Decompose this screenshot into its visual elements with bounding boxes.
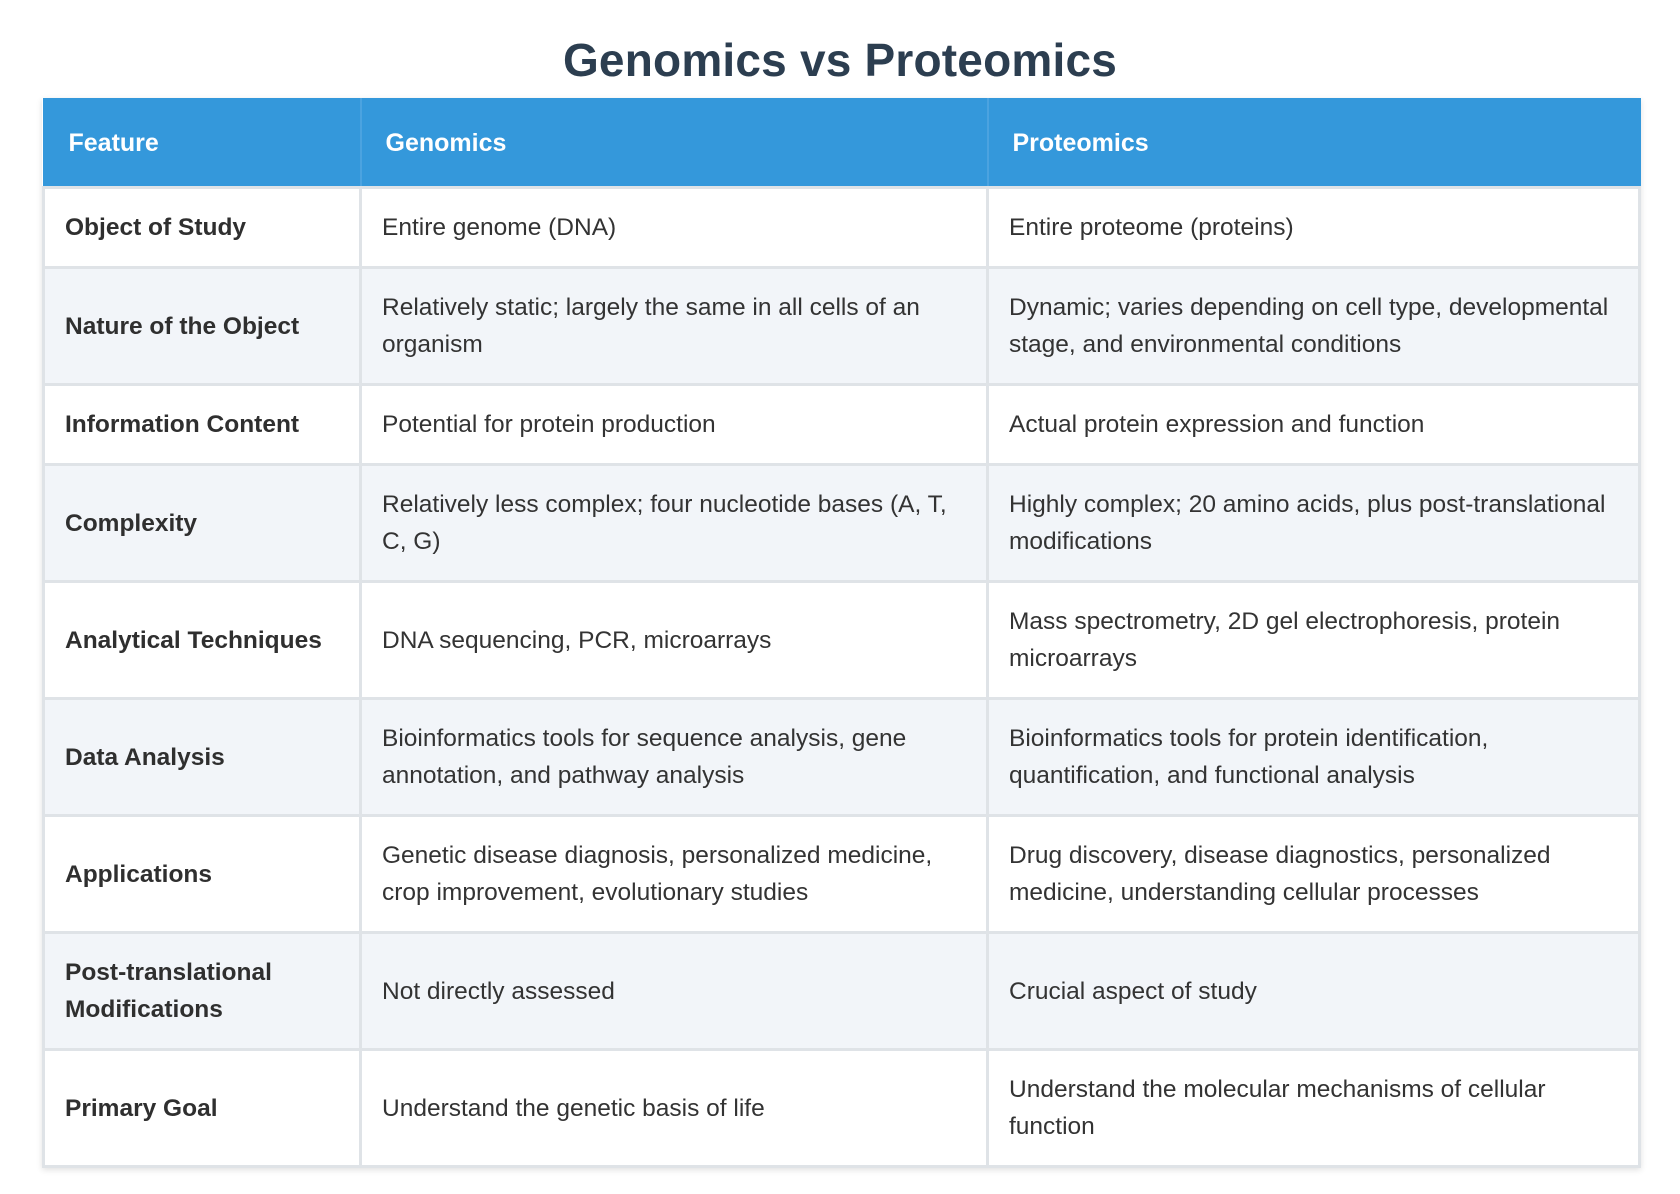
feature-cell: Data Analysis	[42, 697, 362, 817]
proteomics-cell: Bioinformatics tools for protein identif…	[986, 697, 1641, 817]
table-row: Applications Genetic disease diagnosis, …	[42, 814, 1641, 934]
column-header-feature: Feature	[42, 98, 362, 189]
table-row: Complexity Relatively less complex; four…	[42, 463, 1641, 583]
proteomics-cell: Mass spectrometry, 2D gel electrophoresi…	[986, 580, 1641, 700]
table-row: Data Analysis Bioinformatics tools for s…	[42, 697, 1641, 817]
comparison-table: Feature Genomics Proteomics Object of St…	[42, 98, 1641, 1168]
feature-cell: Analytical Techniques	[42, 580, 362, 700]
proteomics-cell: Understand the molecular mechanisms of c…	[986, 1048, 1641, 1168]
proteomics-cell: Dynamic; varies depending on cell type, …	[986, 266, 1641, 386]
proteomics-cell: Crucial aspect of study	[986, 931, 1641, 1051]
table-row: Information Content Potential for protei…	[42, 383, 1641, 466]
table-row: Primary Goal Understand the genetic basi…	[42, 1048, 1641, 1168]
genomics-cell: Understand the genetic basis of life	[359, 1048, 989, 1168]
page-title: Genomics vs Proteomics	[562, 34, 1118, 86]
feature-cell: Object of Study	[42, 186, 362, 269]
genomics-cell: DNA sequencing, PCR, microarrays	[359, 580, 989, 700]
proteomics-cell: Highly complex; 20 amino acids, plus pos…	[986, 463, 1641, 583]
feature-cell: Nature of the Object	[42, 266, 362, 386]
table-row: Nature of the Object Relatively static; …	[42, 266, 1641, 386]
feature-cell: Applications	[42, 814, 362, 934]
proteomics-cell: Actual protein expression and function	[986, 383, 1641, 466]
genomics-cell: Relatively static; largely the same in a…	[359, 266, 989, 386]
feature-cell: Post-translational Modifications	[42, 931, 362, 1051]
table-row: Post-translational Modifications Not dir…	[42, 931, 1641, 1051]
genomics-cell: Not directly assessed	[359, 931, 989, 1051]
proteomics-cell: Entire proteome (proteins)	[986, 186, 1641, 269]
table-header: Feature Genomics Proteomics	[42, 98, 1641, 189]
genomics-cell: Genetic disease diagnosis, personalized …	[359, 814, 989, 934]
feature-cell: Primary Goal	[42, 1048, 362, 1168]
table-row: Analytical Techniques DNA sequencing, PC…	[42, 580, 1641, 700]
genomics-cell: Bioinformatics tools for sequence analys…	[359, 697, 989, 817]
proteomics-cell: Drug discovery, disease diagnostics, per…	[986, 814, 1641, 934]
genomics-cell: Entire genome (DNA)	[359, 186, 989, 269]
column-header-genomics: Genomics	[359, 98, 989, 189]
table-row: Object of Study Entire genome (DNA) Enti…	[42, 186, 1641, 269]
genomics-cell: Relatively less complex; four nucleotide…	[359, 463, 989, 583]
table-body: Object of Study Entire genome (DNA) Enti…	[42, 186, 1641, 1168]
feature-cell: Information Content	[42, 383, 362, 466]
header-row: Feature Genomics Proteomics	[42, 98, 1641, 189]
feature-cell: Complexity	[42, 463, 362, 583]
genomics-cell: Potential for protein production	[359, 383, 989, 466]
column-header-proteomics: Proteomics	[986, 98, 1641, 189]
